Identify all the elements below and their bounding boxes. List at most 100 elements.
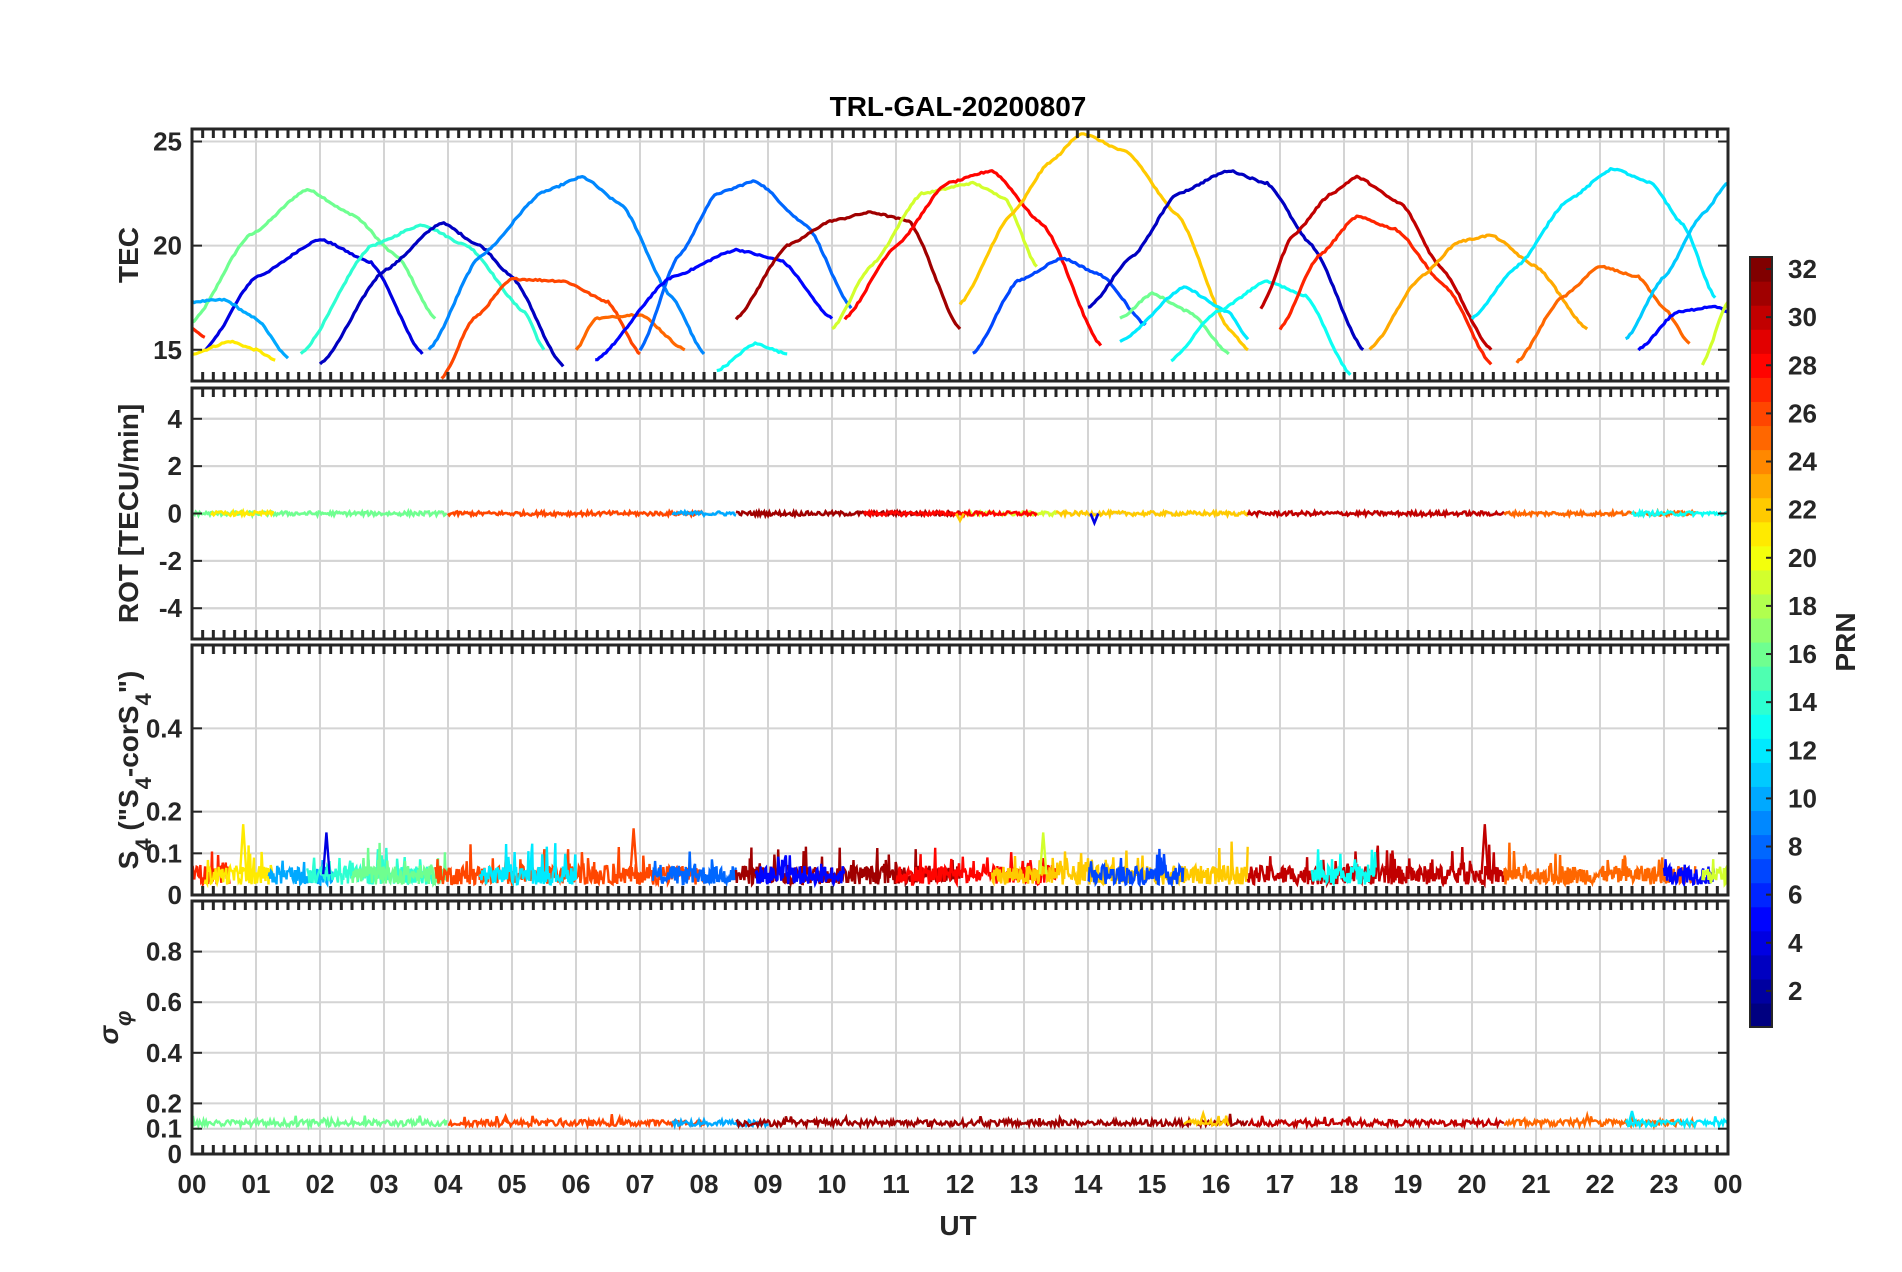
s4-trace-prn-7	[1087, 848, 1185, 889]
s4-trace-prn-5	[754, 854, 846, 889]
colorbar-segment	[1750, 810, 1772, 836]
s4-peak-prn-26	[629, 828, 638, 875]
colorbar-segment	[1750, 666, 1772, 691]
colorbar-segment	[1750, 617, 1772, 643]
x-tick-label: 00	[178, 1169, 207, 1199]
tec-arc-prn-26	[440, 276, 641, 380]
colorbar-tick-label: 24	[1788, 447, 1817, 477]
colorbar-tick-label: 26	[1788, 398, 1817, 428]
x-tick-label: 18	[1330, 1169, 1359, 1199]
y-tick-label: 0.4	[146, 1038, 183, 1068]
colorbar-segment	[1750, 281, 1772, 306]
y-tick-label: 0	[168, 880, 182, 910]
y-tick-label: 0.8	[146, 937, 182, 967]
colorbar-tick-label: 32	[1788, 254, 1817, 284]
sigma-trace-prn-25	[1504, 1110, 1697, 1131]
tec-arc-prn-11	[1624, 181, 1728, 341]
y-axis-label-s4: S4 ("S4-corS4")	[113, 671, 156, 870]
tec-arc-prn-25	[574, 313, 686, 352]
s4-trace-prn-30	[1246, 844, 1505, 889]
tec-arc-prn-30	[1259, 174, 1493, 351]
tec-arc-prn-8	[638, 179, 853, 352]
colorbar-segment	[1750, 762, 1772, 787]
tec-arc-prn-16	[1119, 291, 1230, 356]
y-tick-label: -2	[159, 546, 182, 576]
tec-arc-prn-19	[831, 180, 1038, 330]
s4-trace-prn-19	[1701, 859, 1728, 888]
tec-arc-prn-12	[1119, 285, 1250, 343]
y-tick-label: 0.1	[146, 1114, 182, 1144]
sigma-trace-prn-26	[447, 1113, 706, 1131]
x-tick-label: 16	[1202, 1169, 1231, 1199]
panel-rot: 4 2 0 -2 -4 ROT [TECU/min]	[113, 386, 1730, 641]
rot-trace-prn-13	[1630, 508, 1728, 519]
x-tick-label: 07	[626, 1169, 655, 1199]
tec-arc-prn-27	[192, 326, 206, 339]
colorbar-label: PRN	[1830, 612, 1861, 671]
y-tick-label: 15	[153, 335, 182, 365]
s4-trace-prn-21	[203, 845, 276, 889]
colorbar-tick-label: 2	[1788, 976, 1802, 1006]
x-axis-label: UT	[939, 1210, 976, 1241]
sigma-trace-prn-12	[1624, 1116, 1728, 1130]
chart-title: TRL-GAL-20200807	[830, 91, 1087, 122]
x-tick-label: 14	[1074, 1169, 1103, 1199]
tec-arc-prn-3	[318, 221, 565, 368]
colorbar-tick-label: 18	[1788, 591, 1817, 621]
rot-trace-prn-30	[1246, 507, 1505, 519]
colorbar-tick-label: 10	[1788, 783, 1817, 813]
tec-arc-prn-28	[843, 169, 1103, 347]
y-tick-label: 0.4	[146, 713, 183, 743]
colorbar-segment	[1750, 690, 1772, 715]
tec-arc-prn-9	[427, 175, 706, 355]
rot-trace-prn-25	[1503, 507, 1697, 520]
rot-trace-prn-21	[210, 507, 275, 519]
sigma-peak-prn-26	[501, 1112, 510, 1125]
colorbar-segment	[1750, 738, 1772, 763]
x-tick-label: 00	[1714, 1169, 1743, 1199]
tec-arc-prn-3	[1087, 169, 1365, 352]
colorbar-tick-label: 4	[1788, 928, 1803, 958]
x-tick-label: 17	[1266, 1169, 1295, 1199]
data-tec	[192, 132, 1728, 380]
sigma-peak-prn-12	[1627, 1110, 1637, 1124]
x-tick-label: 04	[434, 1169, 463, 1199]
colorbar-tick-label: 14	[1788, 687, 1817, 717]
colorbar-tick-label: 16	[1788, 639, 1817, 669]
colorbar-tick-label: 22	[1788, 495, 1817, 525]
colorbar-segment	[1750, 954, 1772, 980]
y-tick-label: 0.6	[146, 987, 182, 1017]
y-tick-label: 0	[168, 1139, 182, 1169]
x-tick-label: 15	[1138, 1169, 1167, 1199]
rot-spike-prn-4	[1089, 513, 1100, 527]
x-tick-label: 11	[882, 1169, 910, 1199]
x-tick-label: 06	[562, 1169, 591, 1199]
tec-arc-prn-22	[958, 132, 1249, 352]
y-tick-label: 0.2	[146, 797, 182, 827]
tec-arc-prn-31	[734, 210, 962, 330]
sigma-trace-prn-31	[735, 1113, 1249, 1131]
sigma-trace-prn-16	[192, 1115, 448, 1131]
sigma-peak-prn-22	[1198, 1109, 1208, 1125]
x-tick-label: 19	[1394, 1169, 1423, 1199]
colorbar-segment	[1750, 834, 1772, 860]
x-tick-label: 23	[1650, 1169, 1679, 1199]
x-tick-label: 20	[1458, 1169, 1487, 1199]
colorbar-segment	[1750, 497, 1772, 523]
colorbar-segment	[1750, 449, 1772, 475]
y-tick-label: 20	[153, 231, 182, 261]
tec-arc-prn-12	[1470, 167, 1717, 321]
colorbar-frame	[1749, 256, 1773, 1028]
colorbar-segment	[1750, 425, 1772, 451]
data-s4	[192, 824, 1728, 889]
data-rot	[192, 507, 1728, 527]
tec-arc-prn-7	[972, 256, 1147, 355]
colorbar-tick-label: 30	[1788, 302, 1817, 332]
colorbar-segment	[1750, 882, 1772, 908]
s4-trace-prn-8	[651, 851, 737, 888]
x-tick-label: 13	[1010, 1169, 1039, 1199]
rot-spike-prn-22	[955, 512, 965, 524]
s4-peak-prn-19	[1038, 832, 1048, 875]
tec-arc-prn-21	[192, 339, 276, 362]
